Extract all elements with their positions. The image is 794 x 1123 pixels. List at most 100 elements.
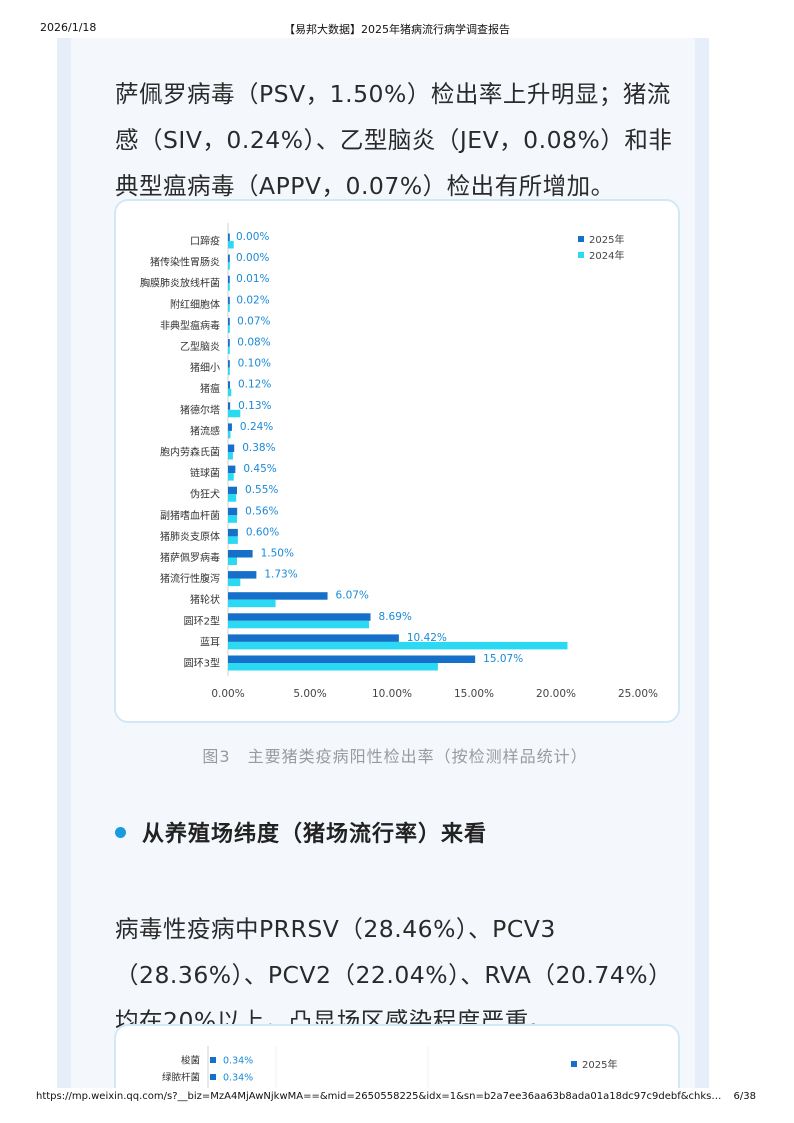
bar-2024: [228, 620, 370, 629]
data-label: 0.56%: [245, 505, 278, 517]
bar-2025: [228, 296, 230, 305]
bar-2025: [228, 655, 476, 663]
data-label: 0.34%: [223, 1056, 253, 1067]
bar-2024: [228, 241, 234, 249]
category-label: 胸膜肺炎放线杆菌: [140, 277, 220, 290]
bar-2024: [228, 409, 241, 418]
bar-2025: [228, 275, 230, 284]
category-label: 链球菌: [190, 467, 220, 480]
data-label: 0.38%: [242, 442, 275, 454]
bar-2025: [228, 613, 371, 621]
bar-2024: [228, 578, 241, 587]
x-tick-label: 10.00%: [372, 688, 412, 700]
category-label: 绿脓杆菌: [162, 1072, 200, 1084]
category-label: 附红细胞体: [170, 298, 220, 311]
print-footer: https://mp.weixin.qq.com/s?__biz=MzA4MjA…: [0, 1088, 794, 1123]
bar-2025: [228, 360, 230, 368]
data-label: 8.69%: [379, 611, 412, 623]
bar-2024: [228, 262, 230, 270]
data-label: 0.60%: [246, 526, 279, 538]
category-label: 猪传染性胃肠炎: [150, 256, 220, 269]
bar-2024: [228, 346, 230, 354]
bar-2024: [228, 515, 238, 523]
bar-2025: [228, 592, 328, 600]
frame-left-edge: [57, 38, 71, 1088]
figure-caption: 图3 主要猪类疫病阳性检出率（按检测样品统计）: [202, 747, 588, 766]
x-tick-label: 0.00%: [211, 688, 244, 700]
bar-2024: [228, 452, 233, 460]
category-label: 非典型瘟病毒: [160, 319, 220, 332]
legend-swatch-2025: [571, 1061, 577, 1067]
bar-2024: [228, 599, 276, 608]
frame-right-edge: [695, 38, 709, 1088]
data-label: 0.02%: [236, 294, 269, 306]
chart-card: 口蹄疫 0.00% 猪传染性胃肠炎 0.00% 胸膜肺炎放线杆菌 0.01% 附红细胞体 0.…: [114, 199, 680, 723]
page-url[interactable]: https://mp.weixin.qq.com/s?__biz=MzA4MjA…: [36, 1091, 726, 1102]
x-tick-label: 15.00%: [454, 688, 494, 700]
data-label: 0.34%: [223, 1073, 253, 1084]
data-label: 0.10%: [238, 358, 271, 370]
farm-prevalence-chart: 梭菌 0.34% 绿脓杆菌 0.34% 2025年: [162, 1046, 617, 1106]
x-tick-label: 5.00%: [293, 688, 326, 700]
bar-2024: [228, 663, 438, 671]
x-tick-label: 20.00%: [536, 688, 576, 700]
data-label: 6.07%: [336, 590, 369, 602]
paragraph-intro: 萨佩罗病毒（PSV，1.50%）检出率上升明显；猪流感（SIV，0.24%）、乙…: [115, 80, 673, 200]
bar-2025: [228, 571, 257, 579]
data-label: 0.55%: [245, 484, 278, 496]
bar-2025: [228, 254, 230, 263]
bar-2025: [228, 550, 253, 558]
category-label: 猪轮状: [190, 593, 220, 606]
print-date: 2026/1/18: [40, 21, 97, 34]
bar-2024: [228, 367, 230, 376]
data-label: 0.01%: [236, 273, 269, 285]
bar-2025: [228, 486, 238, 495]
data-label: 0.24%: [240, 421, 273, 433]
data-label: 15.07%: [483, 653, 523, 665]
data-label: 0.00%: [236, 231, 269, 243]
bar-2025: [228, 423, 232, 431]
category-label: 口蹄疫: [190, 235, 220, 248]
bar-2025: [228, 402, 231, 410]
section-heading-text: 从养殖场纬度（猪场流行率）来看: [142, 822, 488, 847]
bar-2025: [228, 507, 238, 516]
bar-2024: [228, 283, 230, 291]
category-label: 猪德尔塔: [180, 403, 220, 416]
category-label: 圆环2型: [184, 614, 220, 627]
print-header: 2026/1/18 【易邦大数据】2025年猪病流行病学调查报告: [0, 0, 794, 38]
category-label: 伪狂犬: [190, 488, 220, 501]
bar-2024: [228, 430, 231, 439]
legend-swatch-2024: [578, 252, 584, 258]
x-tick-label: 25.00%: [618, 688, 658, 700]
category-label: 梭菌: [181, 1055, 200, 1067]
article-frame: 萨佩罗病毒（PSV，1.50%）检出率上升明显；猪流感（SIV，0.24%）、乙…: [57, 38, 709, 1108]
category-label: 猪肺炎支原体: [160, 531, 220, 543]
bar-2025: [228, 444, 235, 452]
bar-2024: [228, 388, 232, 397]
bar-2024: [228, 304, 230, 312]
category-label: 胞内劳森氏菌: [160, 446, 220, 459]
bar-2025: [228, 317, 230, 326]
data-label: 0.07%: [237, 315, 270, 327]
bar-2025: [228, 465, 236, 474]
data-label: 0.45%: [243, 463, 276, 475]
category-label: 猪细小: [190, 361, 220, 374]
legend-label-2024: 2024年: [589, 249, 624, 262]
bar-2025: [210, 1074, 216, 1080]
category-label: 副猪嗜血杆菌: [160, 509, 220, 522]
bar-2024: [228, 494, 237, 502]
bar-2025: [228, 634, 399, 642]
bullet-dot-icon: [115, 826, 126, 838]
page-number: 6/38: [733, 1091, 756, 1102]
data-label: 0.00%: [236, 252, 269, 264]
data-label: 0.12%: [238, 379, 271, 391]
bar-2025: [228, 528, 238, 537]
bar-2025: [210, 1057, 216, 1063]
print-title: 【易邦大数据】2025年猪病流行病学调查报告: [284, 23, 510, 36]
legend-swatch-2025: [578, 236, 584, 242]
category-label: 猪瘟: [200, 382, 220, 395]
category-label: 圆环3型: [184, 657, 220, 670]
legend-label-2025: 2025年: [582, 1058, 617, 1071]
category-label: 猪流行性腹泻: [160, 572, 220, 585]
data-label: 0.08%: [237, 337, 270, 349]
